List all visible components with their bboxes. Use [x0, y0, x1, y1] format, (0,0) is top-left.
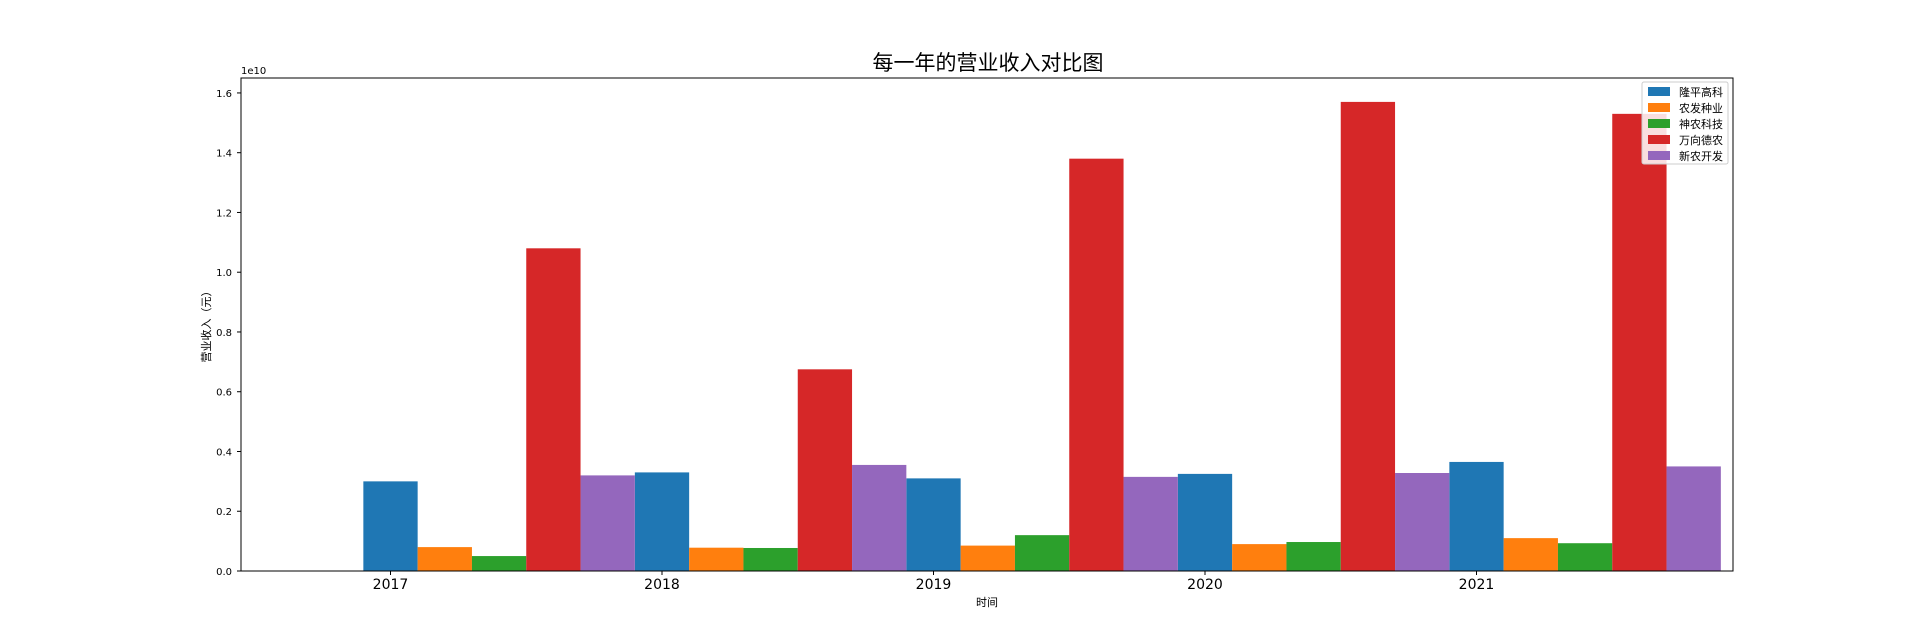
bar-隆平高科-2018	[634, 472, 690, 571]
y-tick-label: 0.0	[216, 567, 232, 578]
bar-农发种业-2021	[1503, 538, 1558, 571]
y-tick-label: 1.0	[216, 268, 232, 279]
legend-swatch	[1648, 87, 1670, 96]
x-tick-label: 2021	[1459, 577, 1495, 593]
bar-新农开发-2018	[852, 464, 907, 571]
bar-隆平高科-2020	[1177, 473, 1233, 571]
x-tick-label: 2018	[644, 577, 680, 593]
bar-万向德农-2019	[1069, 158, 1124, 572]
y-axis-label: 营业收入（元）	[199, 286, 213, 363]
legend-swatch	[1648, 119, 1670, 128]
y-tick-label: 1.2	[216, 208, 232, 219]
x-tick-label: 2020	[1187, 577, 1223, 593]
bar-万向德农-2017	[526, 248, 581, 571]
bar-新农开发-2021	[1666, 466, 1721, 571]
bar-神农科技-2019	[1014, 535, 1070, 571]
bar-农发种业-2020	[1232, 544, 1287, 571]
legend-label: 万向德农	[1679, 133, 1723, 147]
bar-新农开发-2019	[1123, 476, 1178, 571]
bar-隆平高科-2021	[1449, 461, 1504, 571]
legend-swatch	[1648, 135, 1670, 144]
bar-农发种业-2019	[960, 545, 1015, 571]
x-tick-label: 2019	[916, 577, 952, 593]
bar-新农开发-2020	[1395, 473, 1450, 571]
bar-万向德农-2018	[797, 369, 853, 571]
bar-隆平高科-2019	[906, 478, 961, 571]
bar-万向德农-2021	[1612, 113, 1667, 571]
y-tick-label: 1.6	[216, 89, 232, 100]
plot-frame	[240, 77, 1734, 572]
y-axis: 0.0 0.2 0.4 0.6 0.8 1.0 1.2 1.4 1.6	[216, 89, 241, 578]
bar-农发种业-2018	[689, 547, 744, 571]
legend-label: 新农开发	[1679, 149, 1723, 163]
bar-神农科技-2018	[743, 547, 798, 571]
x-axis: 2017 2018 2019 2020 2021	[373, 571, 1495, 593]
chart-title: 每一年的营业收入对比图	[873, 51, 1104, 75]
legend-label: 农发种业	[1679, 101, 1723, 115]
bar-神农科技-2021	[1557, 543, 1613, 571]
y-tick-label: 0.6	[216, 388, 232, 399]
bar-神农科技-2020	[1286, 542, 1341, 571]
bar-新农开发-2017	[580, 475, 635, 571]
bar-神农科技-2017	[471, 556, 527, 571]
y-tick-label: 0.8	[216, 328, 232, 339]
y-scale-label: 1e10	[241, 66, 266, 77]
bar-万向德农-2020	[1340, 101, 1396, 572]
y-tick-label: 1.4	[216, 149, 232, 160]
x-axis-label: 时间	[976, 596, 998, 609]
x-tick-label: 2017	[373, 577, 409, 593]
y-tick-label: 0.4	[216, 447, 232, 458]
bar-农发种业-2017	[417, 547, 472, 571]
y-tick-label: 0.2	[216, 507, 232, 518]
legend-swatch	[1648, 151, 1670, 160]
legend-label: 隆平高科	[1679, 85, 1723, 99]
legend-swatch	[1648, 103, 1670, 112]
bar-隆平高科-2017	[363, 481, 418, 571]
legend-label: 神农科技	[1679, 117, 1723, 131]
bars-layer	[363, 101, 1721, 572]
